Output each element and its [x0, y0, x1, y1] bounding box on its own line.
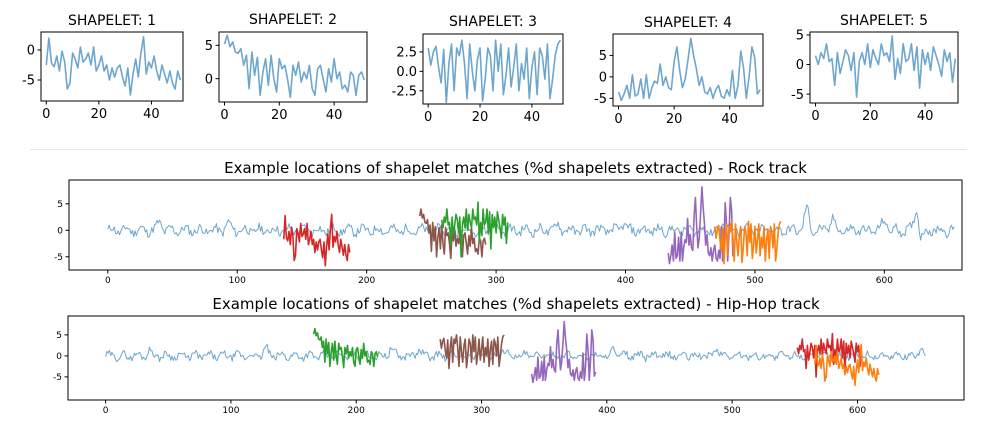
chart-5: SHAPELET: 5 0 20 40 5 0 -5: [791, 13, 959, 124]
series-line: [223, 34, 366, 99]
x-tick-label: 20: [271, 108, 288, 123]
x-tick-label: 0: [424, 110, 432, 125]
series-line: [105, 344, 926, 363]
x-tick-label: 40: [326, 108, 343, 123]
plot-frame: [422, 33, 564, 105]
series-line: [427, 39, 562, 104]
y-tick-label: 0: [796, 58, 804, 73]
y-tick-label: 0: [599, 71, 607, 86]
x-tick-label: 300: [473, 406, 490, 416]
x-tick-label: 20: [472, 110, 489, 125]
y-tick-label: 2.5: [396, 46, 417, 61]
y-tick-label: -2.5: [392, 84, 417, 99]
shapelet-match-line: [530, 320, 597, 384]
y-tick-label: 5: [56, 331, 62, 341]
y-tick-label: 5: [57, 200, 63, 210]
x-tick-label: 200: [348, 406, 365, 416]
series-line: [617, 37, 761, 102]
y-tick-label: -5: [594, 92, 607, 107]
shapelet-match-line: [418, 208, 487, 260]
x-tick-label: 500: [724, 406, 741, 416]
x-tick-label: 200: [358, 276, 375, 286]
chart-title: SHAPELET: 4: [644, 15, 732, 31]
chart-title: Example locations of shapelet matches (%…: [224, 159, 807, 177]
y-tick-label: -5: [54, 253, 63, 263]
plot-frame: [809, 31, 959, 104]
x-tick-label: 20: [91, 107, 108, 122]
x-tick-label: 100: [222, 406, 239, 416]
x-tick-label: 40: [917, 109, 934, 124]
x-tick-label: 40: [143, 107, 160, 122]
shapelet-match-line: [714, 220, 782, 265]
chart-3: SHAPELET: 3 0 20 40 2.5 0.0 -2.5: [392, 14, 564, 125]
x-tick-label: 20: [666, 112, 683, 127]
shapelet-match-line: [814, 343, 880, 387]
shapelet-match-line: [440, 201, 509, 258]
x-tick-label: 0: [105, 276, 111, 286]
chart-7: Example locations of shapelet matches (%…: [53, 295, 965, 416]
x-tick-label: 400: [617, 276, 634, 286]
y-tick-label: 5: [205, 39, 213, 54]
plot-frame: [40, 31, 184, 102]
x-tick-label: 600: [849, 406, 866, 416]
x-tick-label: 0: [220, 108, 228, 123]
x-tick-label: 100: [229, 276, 246, 286]
series-line: [45, 35, 182, 96]
y-tick-label: -5: [791, 88, 804, 103]
x-tick-label: 40: [524, 110, 541, 125]
y-tick-label: 0: [56, 352, 62, 362]
shapelet-match-line: [439, 334, 505, 370]
y-tick-label: 5: [796, 29, 804, 44]
chart-1: SHAPELET: 1 0 20 40 0 -5: [22, 13, 184, 122]
y-tick-label: -5: [53, 373, 62, 383]
chart-2: SHAPELET: 2 0 20 40 5 0: [205, 12, 368, 123]
plot-frame: [612, 33, 764, 107]
x-tick-label: 300: [487, 276, 504, 286]
plot-frame: [68, 179, 963, 271]
series-line: [107, 204, 955, 241]
x-tick-label: 40: [721, 112, 738, 127]
shapelet-match-line: [312, 327, 379, 369]
x-tick-label: 600: [876, 276, 893, 286]
y-tick-label: 5: [599, 49, 607, 64]
chart-title: SHAPELET: 1: [68, 13, 156, 29]
chart-6: Example locations of shapelet matches (%…: [54, 159, 963, 286]
chart-title: SHAPELET: 5: [840, 13, 928, 29]
x-tick-label: 500: [746, 276, 763, 286]
shapelet-match-line: [283, 213, 351, 267]
chart-title: SHAPELET: 2: [249, 12, 337, 28]
x-tick-label: 20: [862, 109, 879, 124]
shapelet-match-line: [796, 332, 862, 378]
y-tick-label: 0: [57, 227, 63, 237]
chart-title: SHAPELET: 3: [449, 14, 537, 30]
plot-frame: [218, 31, 368, 103]
x-tick-label: 0: [42, 107, 50, 122]
chart-title: Example locations of shapelet matches (%…: [212, 295, 820, 313]
x-tick-label: 0: [811, 109, 819, 124]
x-tick-label: 0: [103, 406, 109, 416]
plot-frame: [67, 315, 965, 401]
y-tick-label: 0: [205, 72, 213, 87]
section-divider: [30, 149, 967, 150]
y-tick-label: 0.0: [396, 65, 417, 80]
y-tick-label: 0: [27, 44, 35, 59]
y-tick-label: -5: [22, 74, 35, 89]
series-line: [814, 35, 957, 98]
x-tick-label: 400: [598, 406, 615, 416]
chart-4: SHAPELET: 4 0 20 40 5 0 -5: [594, 15, 764, 127]
x-tick-label: 0: [614, 112, 622, 127]
